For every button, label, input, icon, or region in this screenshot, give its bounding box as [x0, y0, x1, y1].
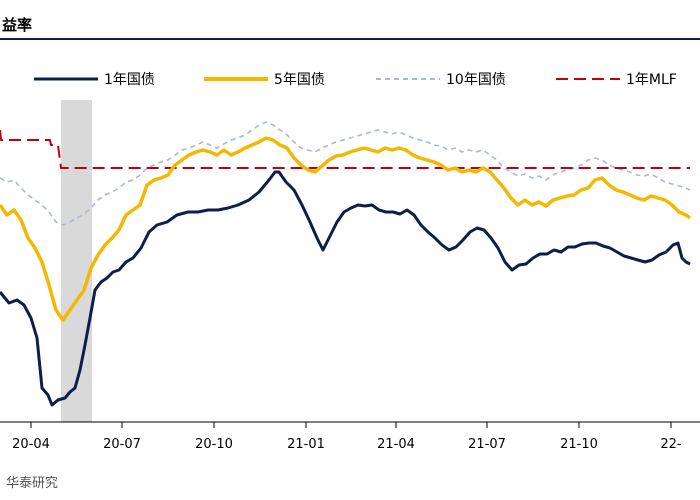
legend: 1年国债 5年国债 10年国债 1年MLF — [34, 72, 677, 88]
x-tick-label: 21-04 — [377, 437, 415, 452]
legend-label-10y: 10年国债 — [446, 72, 506, 88]
x-tick-label: 20-04 — [12, 437, 50, 452]
shaded-period — [61, 100, 92, 422]
legend-label-1y: 1年国债 — [104, 72, 155, 88]
legend-label-mlf: 1年MLF — [626, 72, 677, 88]
chart-title: 益率 — [2, 16, 33, 34]
x-tick-label: 20-07 — [103, 437, 141, 452]
series-line-1-0 — [0, 170, 691, 407]
series-line-5-1 — [0, 136, 692, 322]
x-tick-label: 20-10 — [195, 437, 233, 452]
title-divider — [0, 38, 700, 40]
series-layer — [0, 121, 692, 407]
x-axis-ticks: 20-04 20-07 20-10 21-01 21-04 21-07 21-10 22- — [12, 422, 682, 452]
legend-label-5y: 5年国债 — [274, 72, 325, 88]
series-line-1mlf-3 — [0, 129, 690, 169]
x-tick-label: 21-10 — [560, 437, 598, 452]
source-note: 华泰研究 — [6, 476, 59, 491]
series-line-10-2 — [0, 121, 691, 226]
x-tick-label: 21-07 — [468, 437, 506, 452]
x-tick-label: 21-01 — [287, 437, 325, 452]
x-tick-label: 22- — [660, 437, 682, 452]
